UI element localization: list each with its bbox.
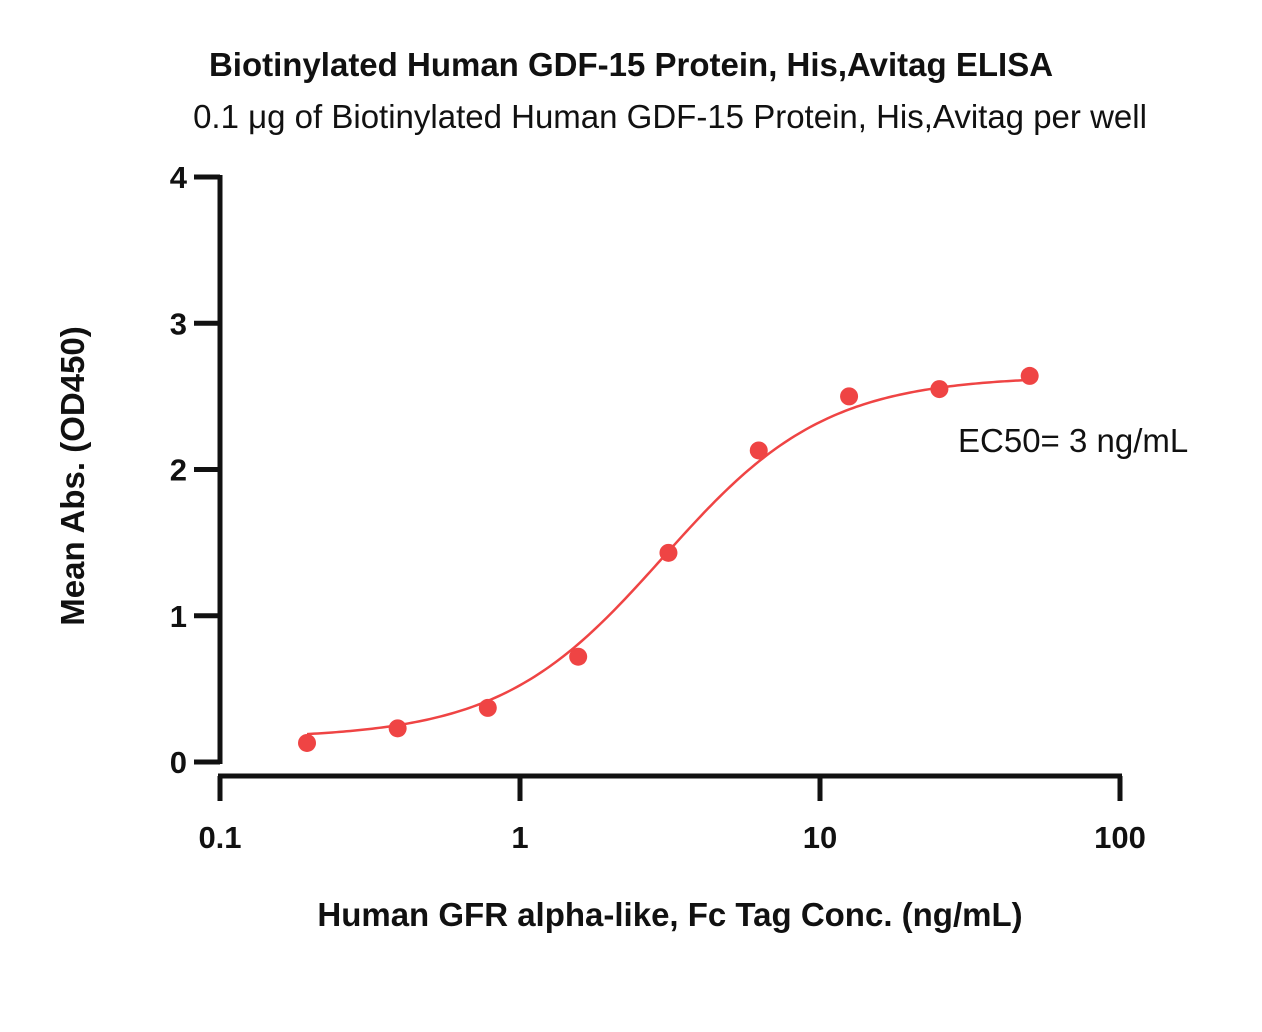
data-point: [298, 733, 317, 752]
data-point: [388, 719, 407, 738]
y-tick-label: 3: [170, 306, 187, 341]
data-point: [569, 647, 588, 666]
y-tick-label: 0: [170, 745, 187, 780]
data-point: [1020, 366, 1039, 385]
data-point: [749, 441, 768, 460]
data-point: [930, 380, 949, 399]
ec50-annotation: EC50= 3 ng/mL: [958, 422, 1188, 459]
y-tick-label: 2: [170, 453, 187, 488]
x-tick-label: 1: [511, 820, 528, 855]
data-point: [659, 543, 678, 562]
y-tick-label: 1: [170, 599, 187, 634]
chart-title: Biotinylated Human GDF-15 Protein, His,A…: [208, 46, 1054, 83]
x-tick-label: 0.1: [198, 820, 241, 855]
x-axis-title: Human GFR alpha-like, Fc Tag Conc. (ng/m…: [317, 896, 1022, 933]
data-points-layer: [298, 366, 1039, 752]
axes: 0 1 2 3 4 0.1 1 10 100: [170, 160, 1146, 855]
x-tick-label: 100: [1094, 820, 1146, 855]
x-tick-label: 10: [803, 820, 837, 855]
data-point: [478, 698, 497, 717]
y-tick-label: 4: [170, 160, 188, 195]
chart-subtitle: 0.1 μg of Biotinylated Human GDF-15 Prot…: [193, 98, 1147, 135]
y-axis-title: Mean Abs. (OD450): [54, 326, 91, 626]
data-point: [840, 387, 859, 406]
